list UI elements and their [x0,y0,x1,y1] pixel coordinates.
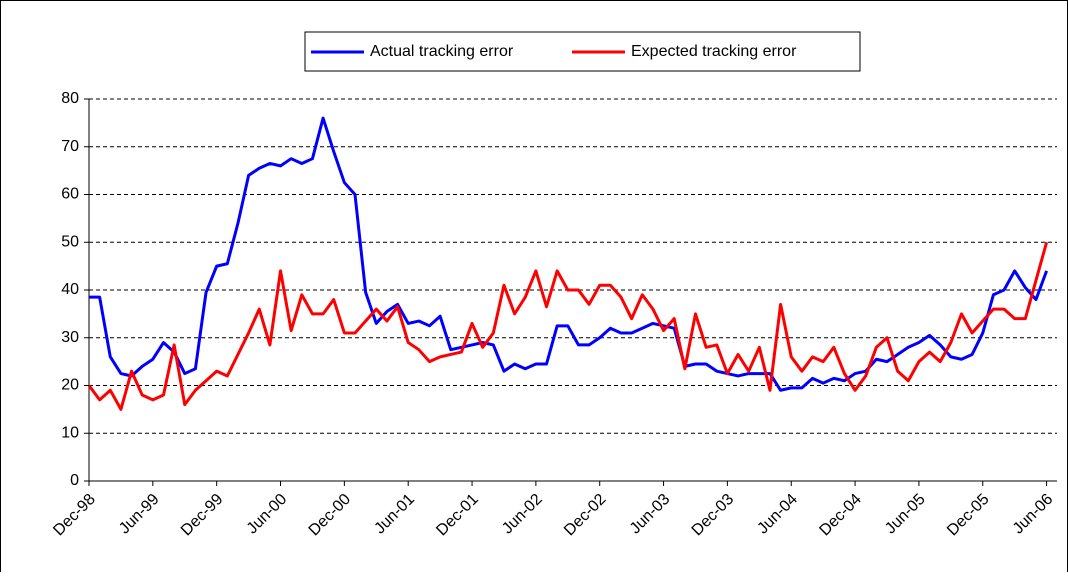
y-tick-label: 0 [70,472,79,489]
legend-label: Actual tracking error [370,43,514,60]
y-tick-label: 40 [61,281,79,298]
legend-label: Expected tracking error [631,43,797,60]
data-line [89,116,1049,392]
y-tick-label: 80 [61,90,79,107]
data-line [87,241,1049,411]
y-tick-label: 20 [61,377,79,394]
y-tick-label: 50 [61,233,79,250]
y-tick-label: 70 [61,138,79,155]
y-tick-label: 30 [61,329,79,346]
y-tick-label: 60 [61,186,79,203]
y-tick-label: 10 [61,424,79,441]
